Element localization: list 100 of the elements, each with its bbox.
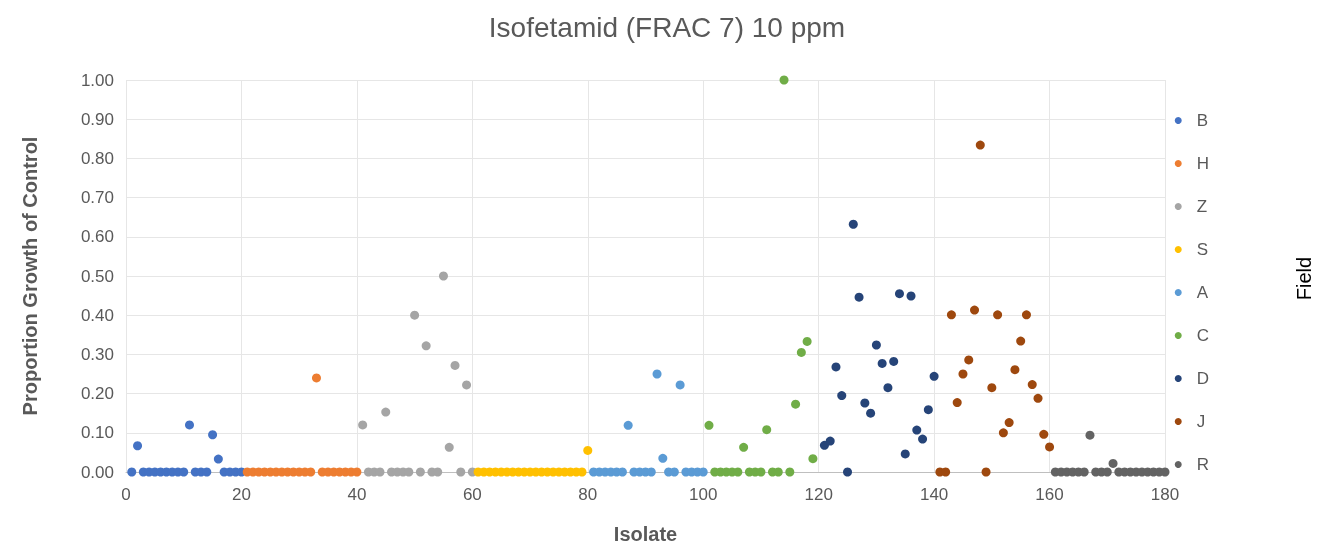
point	[825, 436, 835, 446]
x-tick-label: 20	[231, 485, 251, 504]
point	[438, 271, 448, 281]
point	[796, 347, 806, 357]
y-tick-label: 0.50	[80, 266, 114, 286]
legend-label: J	[1196, 412, 1206, 431]
point	[958, 369, 968, 379]
point	[1108, 458, 1118, 468]
point	[843, 467, 853, 477]
point	[906, 291, 916, 301]
x-tick-label: 140	[919, 485, 949, 504]
legend-label: D	[1196, 369, 1209, 388]
y-tick-label: 0.30	[80, 344, 114, 364]
point	[964, 355, 974, 365]
point	[1004, 418, 1014, 428]
x-tick-label: 60	[462, 485, 482, 504]
point	[133, 441, 143, 451]
x-tick-label: 180	[1150, 485, 1180, 504]
point	[883, 383, 893, 393]
legend-label: B	[1196, 111, 1209, 130]
point	[675, 380, 685, 390]
point	[993, 310, 1003, 320]
point	[941, 467, 951, 477]
point	[923, 405, 933, 415]
point	[860, 398, 870, 408]
point	[877, 358, 887, 368]
point	[415, 467, 425, 477]
point	[127, 467, 137, 477]
point	[912, 425, 922, 435]
point	[791, 399, 801, 409]
point	[848, 219, 858, 229]
point	[819, 440, 829, 450]
y-tick-label: 0.60	[80, 227, 114, 247]
point	[311, 373, 321, 383]
legend-label: Z	[1196, 197, 1208, 216]
point	[444, 442, 454, 452]
point	[866, 408, 876, 418]
point	[1033, 393, 1043, 403]
y-tick-label: 0.10	[80, 423, 114, 443]
point	[952, 398, 962, 408]
point	[739, 442, 749, 452]
point	[1085, 430, 1095, 440]
point	[202, 467, 212, 477]
point	[1027, 380, 1037, 390]
x-tick-label: 40	[347, 485, 367, 504]
x-tick-label: 80	[578, 485, 598, 504]
point	[733, 467, 743, 477]
point	[762, 425, 772, 435]
point	[1039, 429, 1049, 439]
y-tick-label: 0.70	[80, 188, 114, 208]
point	[785, 467, 795, 477]
point	[946, 310, 956, 320]
point	[981, 467, 991, 477]
point	[831, 362, 841, 372]
point	[970, 305, 980, 315]
chart-title: Isofetamid (FRAC 7) 10 ppm	[488, 11, 846, 43]
y-tick-label: 0.20	[80, 384, 114, 404]
point	[900, 449, 910, 459]
point	[889, 356, 899, 366]
point	[1016, 336, 1026, 346]
point	[658, 453, 668, 463]
point	[1045, 442, 1055, 452]
y-axis-title: Proportion Growth of Control	[19, 136, 41, 416]
point	[208, 430, 218, 440]
point	[871, 340, 881, 350]
point	[306, 467, 316, 477]
point	[433, 467, 443, 477]
y-tick-label: 0.90	[80, 109, 114, 129]
point	[837, 391, 847, 401]
x-tick-label: 0	[121, 485, 131, 504]
point	[410, 310, 420, 320]
point	[894, 289, 904, 299]
point	[623, 420, 633, 430]
legend-label: A	[1196, 283, 1209, 302]
point	[358, 420, 368, 430]
point	[808, 454, 818, 464]
point	[998, 428, 1008, 438]
point	[854, 292, 864, 302]
point	[456, 467, 466, 477]
legend-label: S	[1196, 240, 1209, 259]
x-tick-label: 100	[689, 485, 718, 504]
legend-label: R	[1196, 455, 1209, 474]
x-tick-label: 120	[804, 485, 833, 504]
point	[421, 341, 431, 351]
point	[929, 371, 939, 381]
x-axis-title: Isolate	[613, 523, 678, 545]
point	[918, 434, 928, 444]
point	[462, 380, 472, 390]
point	[381, 407, 391, 417]
x-tick-label: 160	[1035, 485, 1064, 504]
point	[779, 75, 789, 85]
point	[1021, 310, 1031, 320]
point	[1010, 365, 1020, 375]
y-tick-label: 1.00	[80, 70, 114, 90]
point	[802, 336, 812, 346]
point	[352, 467, 362, 477]
point	[975, 140, 985, 150]
point	[704, 420, 714, 430]
point	[987, 383, 997, 393]
y-tick-label: 0.40	[80, 305, 114, 325]
